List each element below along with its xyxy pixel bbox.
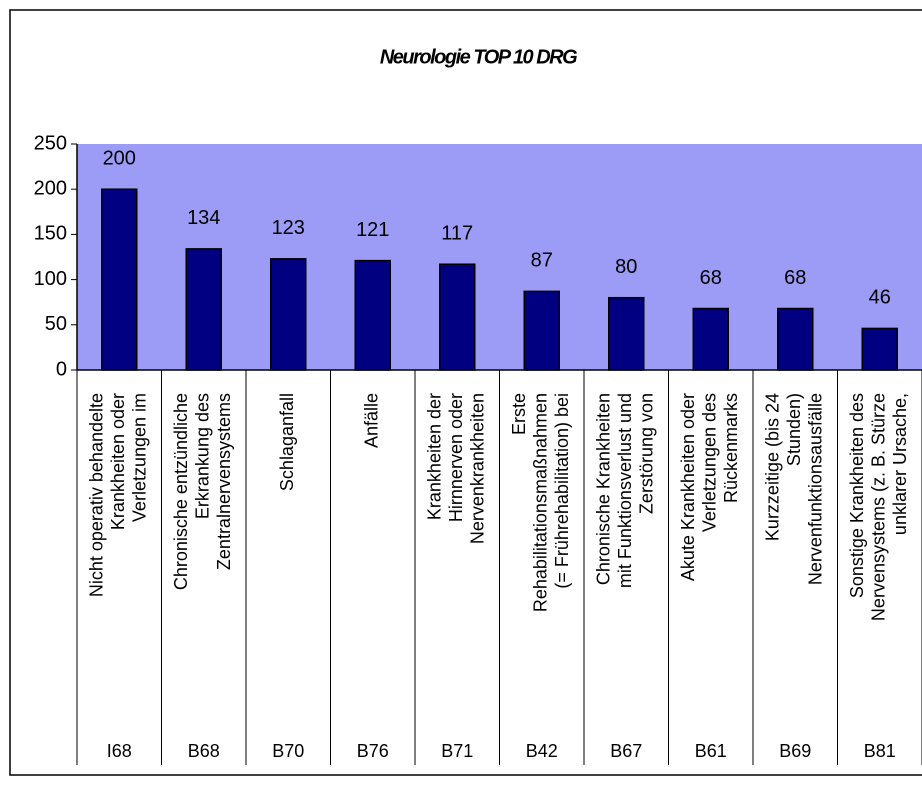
x-tick-label: Nervenfunktionsausfälle	[806, 393, 826, 585]
x-tick-label: Zentralnervensystems	[214, 393, 234, 570]
category-code: B68	[188, 741, 220, 761]
x-tick-label: Sonstige Krankheiten des	[847, 393, 867, 598]
chart-border	[9, 9, 922, 776]
value-label: 80	[615, 256, 637, 278]
bar	[185, 248, 222, 371]
bar	[777, 307, 814, 371]
value-label: 200	[103, 147, 136, 169]
category-code: B42	[526, 741, 558, 761]
value-label: 121	[356, 219, 389, 241]
x-tick-label: Krankheiten der	[425, 393, 445, 520]
bar	[101, 188, 138, 371]
x-tick-label: unklarer Ursache,	[890, 393, 910, 535]
x-tick-label: Zerstörung von	[637, 393, 657, 514]
y-tick-label: 150	[34, 223, 67, 245]
value-label: 68	[784, 267, 806, 289]
value-label: 46	[869, 287, 891, 309]
x-tick-label: Erste	[509, 393, 529, 435]
x-tick-label: Hirnnerven oder	[446, 393, 466, 522]
category-code: B67	[610, 741, 642, 761]
x-tick-label: Erkrankung des	[193, 393, 213, 519]
y-tick-label: 200	[34, 177, 67, 199]
x-tick-label: Verletzungen des	[700, 393, 720, 532]
x-tick-label: Nervensystems (z. B. Stürze	[869, 393, 889, 621]
bar	[354, 259, 391, 371]
category-code: B81	[864, 741, 896, 761]
bar	[692, 307, 729, 371]
x-tick-label: Stunden)	[784, 393, 804, 466]
x-tick-label: mit Funktionsverlust und	[615, 393, 635, 588]
x-tick-label: Schlaganfall	[277, 393, 297, 491]
x-tick-label: Nervenkrankheiten	[468, 393, 488, 544]
x-tick-label: Chronische Krankheiten	[594, 393, 614, 585]
x-tick-label: Verletzungen im	[130, 393, 150, 522]
x-tick-label: Chronische entzündliche	[171, 393, 191, 590]
x-tick-label: Anfälle	[362, 393, 382, 448]
chart-title: Neurologie TOP 10 DRG	[380, 46, 577, 68]
category-code: B70	[272, 741, 304, 761]
bar	[608, 296, 645, 371]
x-tick-label: (= Frührehabilitation) bei	[552, 393, 572, 589]
y-tick-label: 100	[34, 268, 67, 290]
x-tick-label: Rehabilitationsmaßnahmen	[531, 393, 551, 612]
category-code: B61	[695, 741, 727, 761]
value-label: 117	[441, 223, 473, 245]
y-tick-label: 250	[34, 132, 67, 154]
y-tick-label: 0	[56, 358, 67, 380]
bar	[523, 290, 560, 371]
y-tick-label: 50	[45, 313, 67, 335]
bar	[861, 327, 898, 371]
value-label: 134	[187, 207, 220, 229]
value-label: 68	[700, 267, 722, 289]
category-code: B76	[357, 741, 389, 761]
x-tick-label: Nicht operativ behandelte	[87, 393, 107, 597]
category-code: I68	[107, 741, 132, 761]
category-code: B71	[441, 741, 473, 761]
x-tick-label: Krankheiten oder	[108, 393, 128, 530]
x-tick-label: Akute Krankheiten oder	[678, 393, 698, 581]
category-code: B69	[779, 741, 811, 761]
x-tick-label: Rückenmarks	[721, 393, 741, 503]
bar	[439, 263, 476, 371]
x-tick-label: Kurzzeitige (bis 24	[763, 393, 783, 541]
value-label: 87	[531, 250, 553, 272]
bar	[270, 258, 307, 371]
value-label: 123	[272, 217, 305, 239]
